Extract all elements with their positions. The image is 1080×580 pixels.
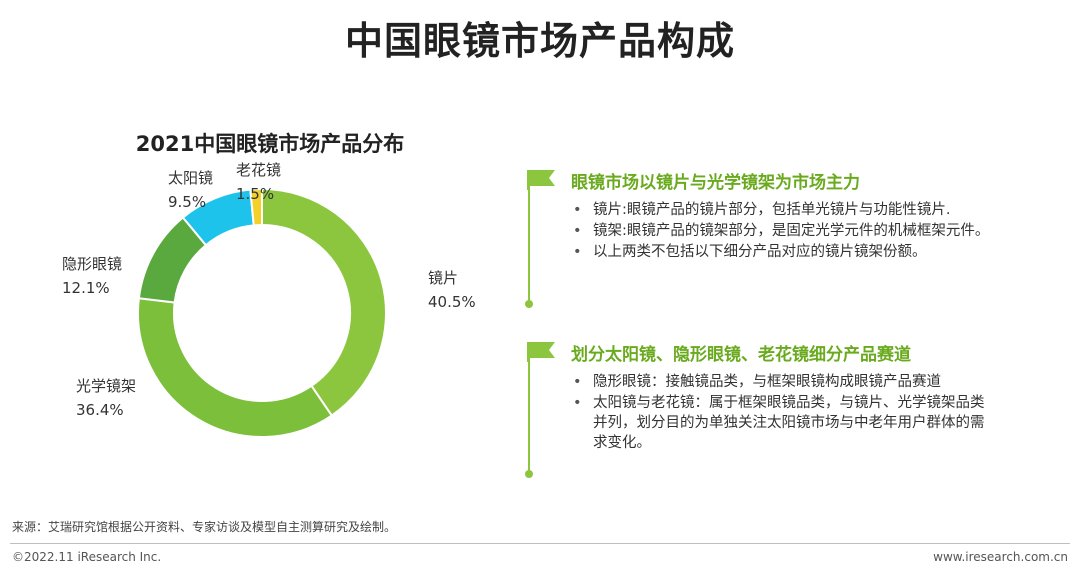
flag-pole-end — [525, 300, 533, 308]
slice-value-label: 40.5% — [428, 293, 476, 311]
slice-name-label: 隐形眼镜 — [62, 255, 122, 273]
flag-icon — [525, 168, 555, 308]
flag-pole — [528, 344, 530, 472]
section-heading: 眼镜市场以镜片与光学镜架为市场主力 — [571, 173, 860, 193]
section-heading: 划分太阳镜、隐形眼镜、老花镜细分产品赛道 — [571, 345, 911, 365]
bullet-item: 隐形眼镜：接触镜品类，与框架眼镜构成眼镜产品赛道 — [571, 372, 991, 392]
page-title: 中国眼镜市场产品构成 — [344, 19, 735, 63]
donut-slice — [137, 297, 334, 438]
copyright: ©2022.11 iResearch Inc. — [12, 550, 162, 564]
slice-value-label: 9.5% — [168, 193, 206, 211]
flag-icon — [525, 340, 555, 478]
bullet-item: 太阳镜与老花镜：属于框架眼镜品类，与镜片、光学镜架品类并列，划分目的为单独关注太… — [571, 393, 991, 453]
slice-name-label: 老花镜 — [236, 161, 281, 179]
slice-value-label: 36.4% — [76, 401, 124, 419]
bullet-item: 以上两类不包括以下细分产品对应的镜片镜架份额。 — [571, 242, 991, 262]
bullet-item: 镜架:眼镜产品的镜架部分，是固定光学元件的机械框架元件。 — [571, 221, 991, 241]
bullet-item: 镜片:眼镜产品的镜片部分，包括单光镜片与功能性镜片. — [571, 200, 991, 220]
bullet-list: 镜片:眼镜产品的镜片部分，包括单光镜片与功能性镜片. 镜架:眼镜产品的镜架部分，… — [571, 200, 991, 263]
chart-title: 2021中国眼镜市场产品分布 — [135, 132, 405, 156]
source-note: 来源：艾瑞研究馆根据公开资料、专家访谈及模型自主测算研究及绘制。 — [12, 520, 397, 534]
section-lens-frame: 眼镜市场以镜片与光学镜架为市场主力 镜片:眼镜产品的镜片部分，包括单光镜片与功能… — [525, 168, 1005, 318]
flag-pole — [528, 172, 530, 302]
website-link[interactable]: www.iresearch.com.cn — [933, 550, 1068, 564]
donut-slice — [249, 187, 263, 227]
section-segments: 划分太阳镜、隐形眼镜、老花镜细分产品赛道 隐形眼镜：接触镜品类，与框架眼镜构成眼… — [525, 340, 1005, 490]
donut-slice — [261, 187, 387, 417]
slice-value-label: 1.5% — [236, 185, 274, 203]
slice-value-label: 12.1% — [62, 279, 110, 297]
flag-pole-end — [525, 470, 533, 478]
bullet-list: 隐形眼镜：接触镜品类，与框架眼镜构成眼镜产品赛道 太阳镜与老花镜：属于框架眼镜品… — [571, 372, 991, 454]
footer-divider — [10, 543, 1070, 544]
slice-name-label: 太阳镜 — [168, 169, 213, 187]
donut-chart: 镜片 40.5% 光学镜架 36.4% 隐形眼镜 12.1% 太阳镜 9.5% 老花镜 1.5% — [62, 161, 476, 438]
slice-name-label: 光学镜架 — [76, 377, 136, 395]
slice-name-label: 镜片 — [428, 269, 458, 287]
